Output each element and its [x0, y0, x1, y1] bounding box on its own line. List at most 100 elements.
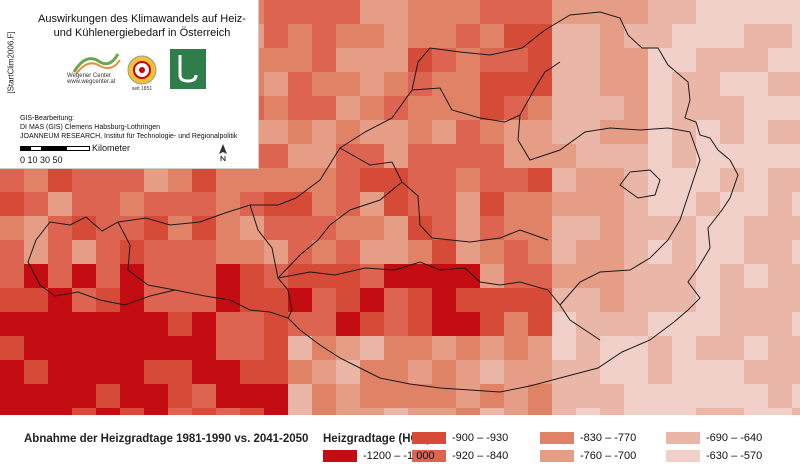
grid-cell — [648, 144, 672, 168]
state-border — [619, 169, 661, 199]
grid-cell — [456, 240, 480, 264]
grid-cell — [336, 72, 360, 96]
grid-cell — [336, 192, 360, 216]
state-border — [277, 261, 601, 341]
grid-cell — [288, 312, 312, 336]
grid-cell — [384, 240, 408, 264]
grid-cell — [672, 48, 696, 72]
grid-cell — [168, 336, 192, 360]
grid-cell — [456, 120, 480, 144]
grid-cell — [144, 384, 168, 408]
grid-cell — [408, 144, 432, 168]
grid-cell — [696, 192, 720, 216]
grid-cell — [288, 216, 312, 240]
grid-cell — [216, 264, 240, 288]
grid-cell — [624, 264, 648, 288]
grid-cell — [600, 168, 624, 192]
grid-cell — [600, 144, 624, 168]
grid-cell — [792, 384, 800, 408]
grid-cell — [576, 24, 600, 48]
grid-cell — [624, 288, 648, 312]
grid-cell — [360, 288, 384, 312]
scale-bar: Kilometer 0 10 30 50 — [20, 143, 220, 167]
legend-label-4: -760 – -700 — [580, 450, 637, 462]
grid-cell — [792, 120, 800, 144]
grid-cell — [624, 120, 648, 144]
grid-cell — [672, 312, 696, 336]
grid-cell — [456, 312, 480, 336]
grid-cell — [240, 216, 264, 240]
grid-cell — [96, 360, 120, 384]
grid-cell — [720, 336, 744, 360]
grid-cell — [312, 240, 336, 264]
grid-cell — [720, 120, 744, 144]
grid-cell — [0, 360, 24, 384]
gis-header: GIS-Bearbeitung: — [20, 115, 75, 122]
grid-cell — [504, 336, 528, 360]
grid-cell — [528, 312, 552, 336]
grid-cell — [768, 144, 792, 168]
grid-cell — [696, 96, 720, 120]
grid-cell — [672, 216, 696, 240]
grid-cell — [504, 24, 528, 48]
grid-cell — [792, 216, 800, 240]
grid-cell — [576, 216, 600, 240]
grid-cell — [264, 120, 288, 144]
grid-cell — [792, 336, 800, 360]
grid-cell — [0, 168, 24, 192]
grid-cell — [168, 168, 192, 192]
wegener-center-logo — [70, 48, 122, 96]
grid-cell — [552, 312, 576, 336]
grid-cell — [648, 72, 672, 96]
gis-line-2: JOANNEUM RESEARCH, Institut für Technolo… — [20, 133, 238, 140]
grid-cell — [480, 336, 504, 360]
grid-cell — [432, 48, 456, 72]
grid-cell — [576, 408, 600, 415]
grid-cell — [744, 240, 768, 264]
grid-cell — [360, 48, 384, 72]
grid-cell — [24, 264, 48, 288]
grid-cell — [216, 312, 240, 336]
grid-cell — [456, 72, 480, 96]
grid-cell — [360, 240, 384, 264]
grid-cell — [120, 336, 144, 360]
zamg-logo: seit 1851 — [122, 50, 162, 92]
grid-cell — [480, 312, 504, 336]
grid-cell — [552, 192, 576, 216]
grid-cell — [648, 96, 672, 120]
grid-cell — [744, 0, 768, 24]
grid-cell — [768, 384, 792, 408]
grid-cell — [528, 72, 552, 96]
grid-cell — [672, 408, 696, 415]
grid-cell — [672, 144, 696, 168]
legend-item-4: -760 – -700 — [540, 450, 636, 462]
grid-cell — [264, 0, 288, 24]
grid-cell — [744, 192, 768, 216]
grid-cell — [624, 168, 648, 192]
grid-cell — [336, 384, 360, 408]
grid-cell — [0, 192, 24, 216]
grid-cell — [552, 24, 576, 48]
grid-cell — [696, 0, 720, 24]
legend-subtitle: Heizgradtage (HGT) — [323, 433, 431, 445]
grid-cell — [312, 120, 336, 144]
grid-cell — [696, 264, 720, 288]
grid-cell — [264, 24, 288, 48]
grid-cell — [312, 96, 336, 120]
grid-cell — [576, 144, 600, 168]
grid-cell — [480, 360, 504, 384]
grid-cell — [528, 96, 552, 120]
grid-cell — [264, 360, 288, 384]
grid-cell — [360, 336, 384, 360]
grid-cell — [384, 336, 408, 360]
grid-cell — [672, 24, 696, 48]
grid-cell — [288, 408, 312, 415]
grid-cell — [720, 312, 744, 336]
grid-cell — [672, 336, 696, 360]
grid-cell — [600, 264, 624, 288]
grid-cell — [456, 168, 480, 192]
grid-cell — [504, 264, 528, 288]
grid-cell — [96, 264, 120, 288]
grid-cell — [48, 216, 72, 240]
grid-cell — [432, 288, 456, 312]
